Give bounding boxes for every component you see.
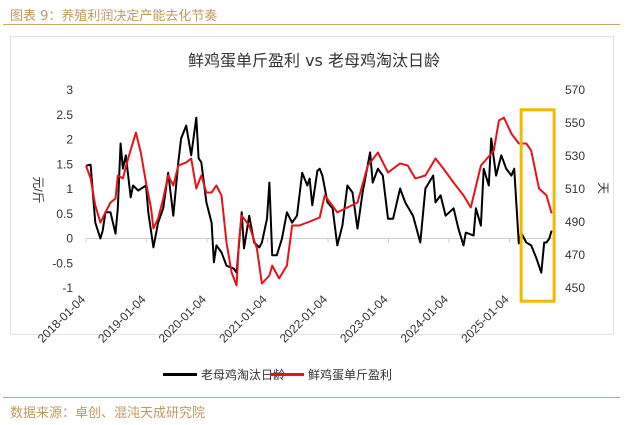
y-right-tick-label: 570 [565, 83, 585, 97]
y-left-tick-label: -0.5 [52, 256, 73, 270]
x-tick-label: 2019-01-04 [95, 292, 149, 346]
y-left-tick-label: 1 [66, 182, 73, 196]
footer-divider [3, 397, 620, 398]
y-right-axis-label: 天 [596, 182, 610, 194]
series-line-black [85, 116, 553, 274]
y-left-axis-label: 元/斤 [31, 176, 45, 203]
x-tick-label: 2023-01-04 [337, 292, 391, 346]
highlight-box [519, 108, 556, 303]
x-tick-label: 2025-01-04 [458, 292, 512, 346]
legend-label: 鲜鸡蛋单斤盈利 [308, 368, 393, 382]
source-note: 数据来源：卓创、混沌天成研究院 [10, 406, 206, 421]
x-tick-label: 2022-01-04 [277, 292, 331, 346]
y-left-tick-label: 0 [66, 232, 73, 246]
legend-label: 老母鸡淘汰日龄 [201, 368, 286, 382]
y-left-tick-label: 2.5 [56, 108, 73, 122]
legend-item-black: 老母鸡淘汰日龄 [163, 366, 285, 383]
y-left-tick-label: 3 [66, 83, 73, 97]
y-right-tick-label: 530 [565, 149, 585, 163]
y-right-tick-label: 510 [565, 182, 585, 196]
legend-swatch-red [270, 373, 304, 376]
y-right-tick-label: 550 [565, 116, 585, 130]
chart-title: 鲜鸡蛋单斤盈利 vs 老母鸡淘汰日龄 [188, 51, 440, 70]
x-tick-label: 2021-01-04 [216, 292, 270, 346]
y-right-tick-label: 470 [565, 248, 585, 262]
y-left-tick-label: -1 [62, 281, 73, 295]
y-right-tick-label: 490 [565, 215, 585, 229]
chart-panel [10, 36, 614, 335]
legend-item-red: 鲜鸡蛋单斤盈利 [270, 366, 392, 383]
legend-swatch-black [163, 373, 197, 376]
x-tick-label: 2018-01-04 [35, 292, 89, 346]
x-tick-label: 2020-01-04 [156, 292, 210, 346]
y-left-tick-label: 0.5 [56, 207, 73, 221]
header-divider [3, 24, 620, 25]
x-tick-label: 2024-01-04 [398, 292, 452, 346]
y-right-tick-label: 450 [565, 281, 585, 295]
figure-title: 图表 9：养殖利润决定产能去化节奏 [10, 9, 218, 24]
series-line-red [85, 116, 553, 287]
y-left-tick-label: 1.5 [56, 157, 73, 171]
y-left-tick-label: 2 [66, 133, 73, 147]
